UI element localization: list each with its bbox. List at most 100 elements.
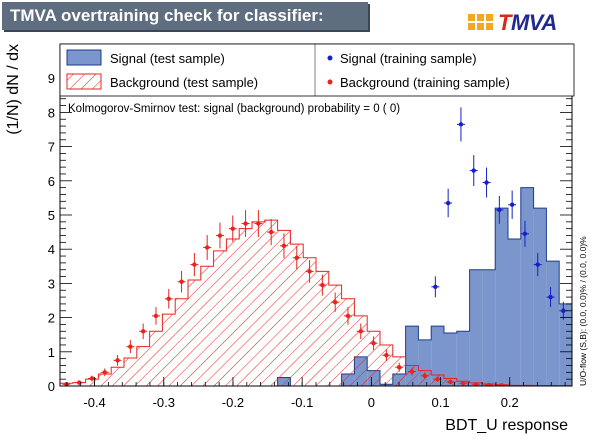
signal-training-point xyxy=(522,231,528,237)
signal-training-point xyxy=(445,200,451,206)
background-test-bar xyxy=(277,230,291,386)
background-test-bar xyxy=(367,331,380,386)
signal-test-bar xyxy=(546,261,560,386)
signal-training-points xyxy=(431,107,568,320)
signal-test-bar xyxy=(520,187,534,386)
logo-square-icon xyxy=(468,14,475,21)
signal-test-bar xyxy=(508,238,521,386)
background-test-bar xyxy=(354,315,368,386)
background-test-bar xyxy=(264,220,278,386)
logo-square-icon xyxy=(486,14,493,21)
background-test-bar xyxy=(328,285,342,386)
background-test-outline xyxy=(60,219,572,386)
background-training-point xyxy=(448,379,453,385)
background-training-point xyxy=(153,313,159,319)
logo-square-icon xyxy=(477,23,484,30)
background-test-bar xyxy=(226,238,240,386)
signal-test-bar xyxy=(482,269,496,386)
background-training-point xyxy=(473,382,479,386)
background-training-point xyxy=(128,344,133,349)
legend-signal-test-swatch xyxy=(66,49,102,66)
legend-background-test: Background (test sample) xyxy=(110,75,258,90)
signal-test-bar xyxy=(469,269,483,386)
background-training-point xyxy=(307,269,312,274)
background-training-point xyxy=(345,313,351,319)
x-tick-label: 0 xyxy=(368,395,375,410)
background-test-bar xyxy=(111,367,124,386)
y-tick-label: 7 xyxy=(48,140,55,155)
legend-background-train-marker xyxy=(327,79,333,85)
background-training-point xyxy=(422,373,427,378)
background-test-bar xyxy=(98,374,112,386)
background-training-point xyxy=(192,262,197,267)
signal-test-bar xyxy=(444,332,457,386)
signal-training-point xyxy=(561,308,566,313)
logo-square-icon xyxy=(486,23,493,30)
background-training-point xyxy=(499,383,504,386)
background-training-point xyxy=(204,245,210,250)
signal-training-point xyxy=(497,207,502,213)
x-tick-label: -0.3 xyxy=(153,395,175,410)
signal-training-point xyxy=(433,284,438,290)
y-tick-label: 9 xyxy=(48,71,55,86)
background-training-point xyxy=(64,382,69,386)
background-training-point xyxy=(486,382,491,386)
y-tick-label: 0 xyxy=(48,379,55,394)
background-training-point xyxy=(243,221,248,226)
background-training-point xyxy=(294,255,299,260)
background-training-point xyxy=(140,329,146,334)
signal-test-bar xyxy=(495,208,508,386)
logo-text: TMVA xyxy=(498,10,557,35)
signal-training-point xyxy=(535,262,540,267)
background-test-bar xyxy=(162,314,176,386)
background-training-point xyxy=(396,364,402,370)
y-tick-label: 1 xyxy=(48,345,55,360)
background-training-point xyxy=(89,376,95,381)
signal-training-point xyxy=(509,202,515,207)
y-axis-label: (1/N) dN / dx xyxy=(5,44,22,135)
signal-training-point xyxy=(484,180,489,185)
signal-test-bar xyxy=(456,331,470,386)
background-training-point xyxy=(281,243,287,248)
background-test-bar xyxy=(85,379,99,386)
background-training-point xyxy=(102,370,107,375)
signal-training-point xyxy=(471,168,476,173)
x-tick-label: -0.2 xyxy=(222,395,244,410)
x-tick-label: -0.4 xyxy=(83,395,105,410)
overflow-label: U/O-flow (S,B): (0.0, 0.0)% / (0.0, 0.0)… xyxy=(578,236,588,386)
legend-box xyxy=(59,43,575,97)
x-axis-label: BDT_U response xyxy=(445,417,568,434)
background-training-point xyxy=(268,229,274,235)
background-test-bar xyxy=(303,257,316,386)
background-test-bar xyxy=(252,221,265,386)
legend-signal-test: Signal (test sample) xyxy=(110,51,225,66)
background-training-point xyxy=(358,329,363,334)
background-training-point xyxy=(435,376,440,382)
legend: Signal (test sample) Background (test sa… xyxy=(59,43,575,97)
y-tick-label: 8 xyxy=(48,105,55,120)
signal-training-point xyxy=(458,122,464,127)
background-test-bar xyxy=(405,365,419,386)
background-test-bar xyxy=(213,250,227,386)
background-test-bar xyxy=(200,266,214,386)
background-training-point xyxy=(179,279,184,284)
legend-signal-train-marker xyxy=(327,55,333,61)
y-tick-label: 6 xyxy=(48,174,55,189)
background-test-bar xyxy=(188,279,201,386)
tmva-logo: TMVA xyxy=(468,10,578,38)
legend-signal-train: Signal (training sample) xyxy=(340,51,477,66)
x-tick-label: 0.2 xyxy=(501,395,519,410)
legend-background-test-swatch xyxy=(66,73,102,90)
logo-square-icon xyxy=(468,23,475,30)
background-training-point xyxy=(320,282,325,288)
background-training-point xyxy=(371,341,376,346)
x-tick-label: 0.1 xyxy=(432,395,450,410)
background-training-point xyxy=(230,226,235,231)
signal-test-bar xyxy=(533,208,547,386)
background-training-point xyxy=(409,369,415,374)
background-test-bar xyxy=(175,298,188,386)
background-training-point xyxy=(256,221,261,226)
background-training-point xyxy=(460,381,466,386)
background-test-bar xyxy=(149,331,163,386)
background-training-point xyxy=(332,300,338,305)
